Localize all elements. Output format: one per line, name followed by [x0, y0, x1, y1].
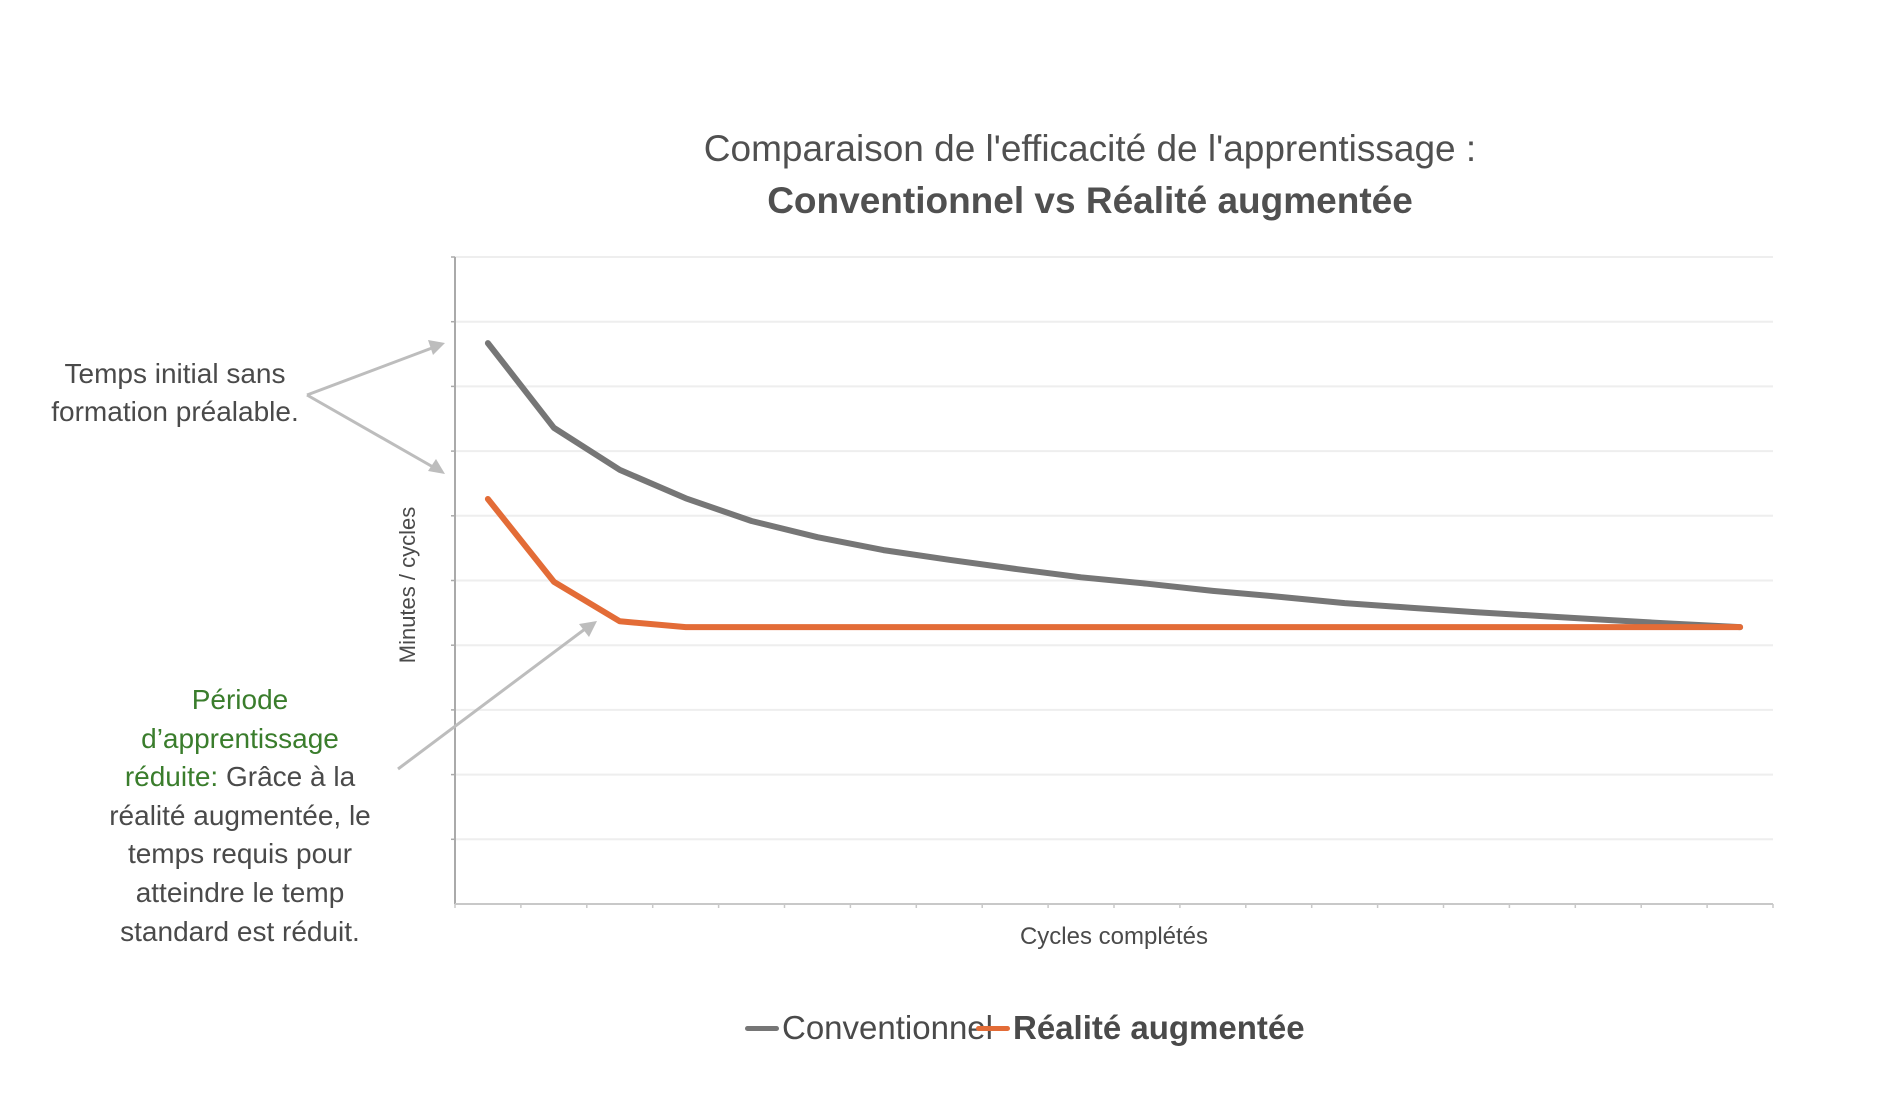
- arrow-reduced-period: [397, 627, 586, 771]
- axes: [454, 257, 1774, 908]
- arrowhead-icon: [428, 340, 445, 355]
- series-line-realite-augmentee: [484, 496, 1744, 631]
- series-line-conventionnel: [484, 340, 1744, 631]
- arrow-initial-conventionnel: [306, 346, 433, 397]
- x-axis-label: Cycles complétés: [1019, 923, 1209, 950]
- legend-label: Conventionnel: [782, 1009, 993, 1046]
- legend-line-icon: [745, 1025, 779, 1031]
- data-series: [484, 340, 1744, 631]
- annotation-text: formation préalable.: [51, 396, 299, 427]
- annotation-text: Grâce à la: [218, 761, 356, 793]
- arrowhead-icon: [579, 621, 597, 637]
- annotation-arrows: [306, 340, 597, 771]
- arrowhead-icon: [428, 459, 445, 474]
- annotation-text: standard est réduit.: [120, 915, 360, 947]
- annotation-text: Temps initial sans: [64, 358, 286, 389]
- y-axis-label: Minutes / cycles: [395, 506, 420, 664]
- annotation-reduced-period: Période d’apprentissage réduite: Grâce à…: [75, 681, 405, 951]
- annotation-text: réalité augmentée, le: [109, 799, 371, 831]
- legend-item-realite-augmentee: Réalité augmentée: [976, 1006, 1305, 1050]
- arrow-initial-ar: [306, 393, 434, 469]
- annotation-highlight: d’apprentissage: [141, 722, 339, 754]
- gridlines: [451, 256, 1773, 841]
- annotation-line: réduite: Grâce à la: [75, 758, 405, 797]
- annotation-highlight: réduite:: [124, 761, 219, 793]
- annotation-highlight: Période: [191, 684, 289, 715]
- legend-label: Réalité augmentée: [1013, 1009, 1305, 1046]
- annotation-initial-time: Temps initial sans formation préalable.: [10, 355, 340, 431]
- chart-title-line2: Conventionnel vs Réalité augmentée: [767, 180, 1413, 221]
- chart-title-line1: Comparaison de l'efficacité de l'apprent…: [703, 128, 1477, 169]
- legend-line-icon: [976, 1025, 1010, 1031]
- annotation-text: temps requis pour: [127, 838, 353, 870]
- annotation-text: atteindre le temp: [135, 876, 345, 908]
- legend-item-conventionnel: Conventionnel: [745, 1006, 993, 1050]
